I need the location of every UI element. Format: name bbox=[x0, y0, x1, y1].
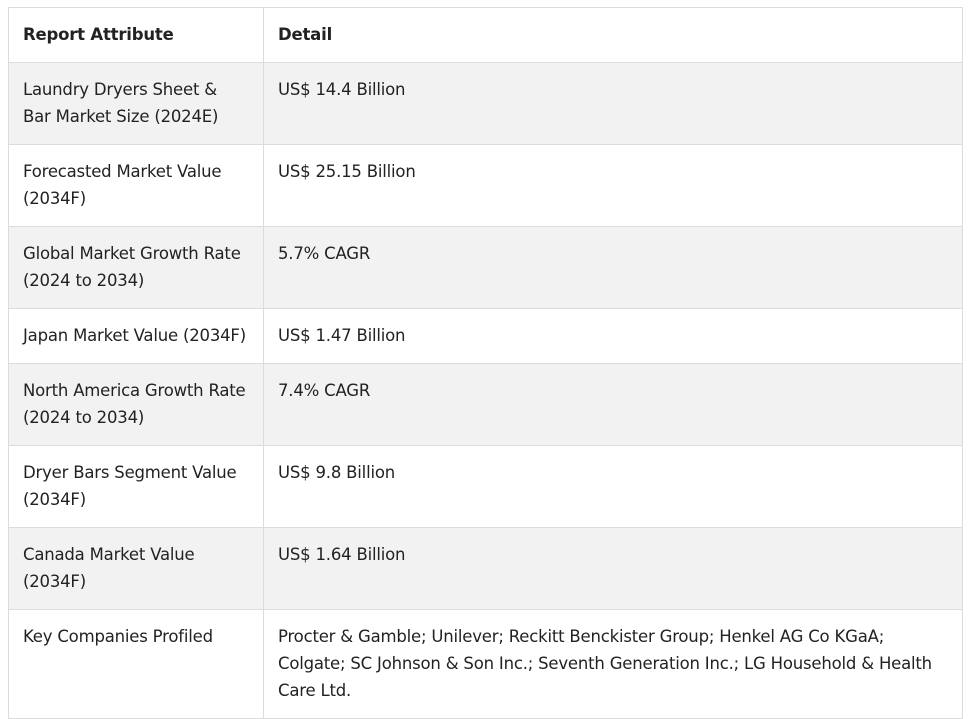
table-row: North America Growth Rate (2024 to 2034)… bbox=[8, 363, 963, 446]
table-row: Laundry Dryers Sheet & Bar Market Size (… bbox=[8, 62, 963, 145]
detail-cell: US$ 1.64 Billion bbox=[263, 527, 963, 610]
detail-cell: US$ 14.4 Billion bbox=[263, 62, 963, 145]
detail-cell: US$ 9.8 Billion bbox=[263, 445, 963, 528]
table-header: Report Attribute Detail bbox=[8, 7, 963, 63]
table-row: Global Market Growth Rate (2024 to 2034)… bbox=[8, 226, 963, 309]
attribute-cell: Global Market Growth Rate (2024 to 2034) bbox=[8, 226, 264, 309]
attribute-cell: Forecasted Market Value (2034F) bbox=[8, 144, 264, 227]
table-row: Dryer Bars Segment Value (2034F) US$ 9.8… bbox=[8, 445, 963, 528]
table-row: Key Companies Profiled Procter & Gamble;… bbox=[8, 609, 963, 719]
attribute-cell: Canada Market Value (2034F) bbox=[8, 527, 264, 610]
detail-cell: Procter & Gamble; Unilever; Reckitt Benc… bbox=[263, 609, 963, 719]
column-header-detail: Detail bbox=[263, 7, 963, 63]
attribute-cell: Laundry Dryers Sheet & Bar Market Size (… bbox=[8, 62, 264, 145]
table-body: Laundry Dryers Sheet & Bar Market Size (… bbox=[8, 62, 963, 719]
detail-cell: 7.4% CAGR bbox=[263, 363, 963, 446]
table-row: Canada Market Value (2034F) US$ 1.64 Bil… bbox=[8, 527, 963, 610]
column-header-report-attribute: Report Attribute bbox=[8, 7, 264, 63]
attribute-cell: Japan Market Value (2034F) bbox=[8, 308, 264, 364]
table-row: Forecasted Market Value (2034F) US$ 25.1… bbox=[8, 144, 963, 227]
detail-cell: 5.7% CAGR bbox=[263, 226, 963, 309]
detail-cell: US$ 1.47 Billion bbox=[263, 308, 963, 364]
report-attributes-table: Report Attribute Detail Laundry Dryers S… bbox=[8, 7, 963, 719]
table-header-row: Report Attribute Detail bbox=[8, 7, 963, 63]
report-attributes-table-container: Report Attribute Detail Laundry Dryers S… bbox=[8, 7, 963, 719]
attribute-cell: North America Growth Rate (2024 to 2034) bbox=[8, 363, 264, 446]
attribute-cell: Dryer Bars Segment Value (2034F) bbox=[8, 445, 264, 528]
attribute-cell: Key Companies Profiled bbox=[8, 609, 264, 719]
detail-cell: US$ 25.15 Billion bbox=[263, 144, 963, 227]
table-row: Japan Market Value (2034F) US$ 1.47 Bill… bbox=[8, 308, 963, 364]
